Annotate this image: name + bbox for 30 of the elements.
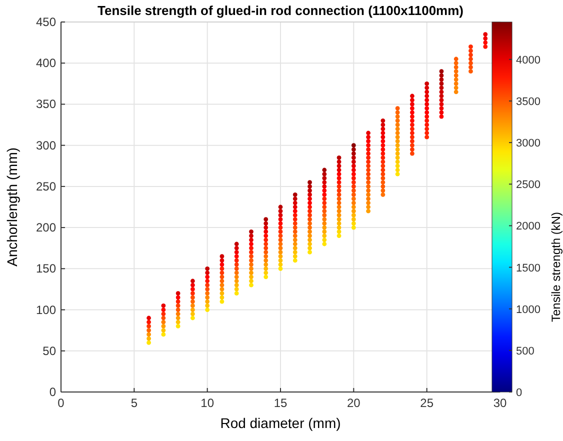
color-bar-label: 500 (516, 345, 534, 358)
y-tick-label: 400 (36, 56, 56, 70)
y-tick-label: 200 (36, 220, 56, 235)
color-bar-label: 2500 (516, 179, 540, 192)
color-bar-label: 1000 (516, 304, 540, 316)
y-tick-label: 450 (36, 15, 56, 29)
x-tick-label: 25 (420, 396, 434, 410)
y-tick-label: 100 (36, 302, 56, 317)
y-tick-label: 250 (36, 179, 56, 194)
x-tick-label: 15 (274, 396, 288, 410)
y-tick-label: 50 (42, 344, 56, 358)
y-tick-label: 300 (36, 138, 56, 152)
color-bar-label: 1500 (516, 262, 540, 274)
color-bar-label: 3500 (516, 96, 540, 108)
x-tick-label: 20 (346, 396, 361, 410)
color-bar-title: Tensile strength (kN) (549, 212, 563, 322)
color-bar-label: 2000 (516, 220, 540, 233)
x-tick-label: 30 (493, 396, 507, 410)
y-tick-label: 350 (36, 97, 56, 112)
color-bar-label: 3000 (516, 138, 540, 150)
color-bar-label: 4000 (516, 54, 540, 66)
x-tick-label: 5 (130, 396, 138, 410)
x-tick-label: 0 (58, 396, 65, 410)
y-axis-title: Anchorlength (mm) (4, 147, 20, 267)
x-tick-label: 10 (200, 396, 214, 410)
color-bar-label: 0 (516, 387, 522, 399)
chart-title: Tensile strength of glued-in rod connection (1100x1100mm) (97, 3, 464, 18)
y-tick-label: 0 (49, 385, 56, 399)
y-tick-label: 150 (36, 262, 56, 276)
x-axis-title: Rod diameter (mm) (220, 415, 341, 431)
